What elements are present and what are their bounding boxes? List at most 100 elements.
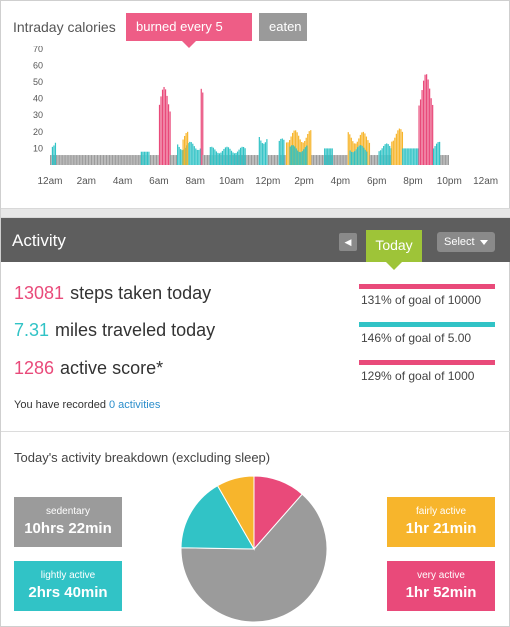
calorie-bar — [244, 148, 246, 165]
x-tick-label: 8pm — [403, 176, 422, 187]
calorie-bar — [411, 148, 413, 165]
calorie-bar — [167, 104, 170, 165]
calorie-bar — [69, 155, 71, 165]
calorie-bar — [412, 148, 414, 165]
lightly-active-label: lightly active — [40, 570, 96, 581]
calorie-bar — [260, 140, 262, 165]
calorie-bar — [281, 138, 283, 165]
calorie-bar — [152, 155, 155, 165]
calorie-bar — [409, 148, 411, 165]
calorie-bar — [443, 155, 445, 165]
calorie-bar — [308, 131, 310, 165]
fairly-active-box: fairly active 1hr 21min — [387, 497, 495, 547]
calorie-bar — [93, 155, 96, 165]
calorie-bar — [354, 151, 356, 165]
calorie-bar — [314, 155, 316, 165]
calorie-bar — [386, 143, 388, 165]
calorie-bar — [250, 155, 253, 165]
caret-down-icon — [480, 240, 488, 245]
fairly-active-value: 1hr 21min — [405, 520, 477, 537]
calorie-bar — [158, 104, 161, 165]
activity-title: Activity — [12, 231, 66, 250]
select-dropdown[interactable]: Select — [437, 232, 495, 252]
calorie-bar — [440, 155, 442, 165]
calorie-bar — [324, 148, 326, 165]
active-score-goal-text: 129% of goal of 1000 — [361, 369, 475, 383]
calorie-bar — [263, 143, 265, 165]
calorie-bar — [364, 149, 366, 165]
calorie-bar — [192, 143, 194, 165]
calorie-bar — [419, 99, 422, 165]
calorie-bar — [169, 111, 171, 165]
calorie-bar — [121, 155, 123, 165]
recorded-prefix: You have recorded — [14, 399, 109, 411]
today-tab[interactable]: Today — [366, 230, 422, 270]
eaten-calories-tab[interactable]: eaten — [259, 13, 307, 41]
calorie-bar — [397, 130, 399, 165]
calorie-bar — [355, 149, 357, 165]
calorie-bar — [105, 155, 108, 165]
x-tick-label: 8am — [185, 176, 204, 187]
calorie-bar — [131, 155, 133, 165]
calorie-bar — [180, 149, 182, 165]
previous-day-button[interactable]: ◀ — [339, 233, 357, 251]
calorie-bar — [155, 155, 158, 165]
calorie-bar — [422, 80, 425, 165]
calorie-bar — [83, 155, 85, 165]
select-label: Select — [444, 236, 475, 248]
recorded-activities-note: You have recorded 0 activities — [14, 399, 160, 411]
calorie-bar — [116, 155, 118, 165]
burned-calories-tab[interactable]: burned every 5 min — [126, 13, 252, 62]
calorie-bar — [269, 155, 271, 165]
calorie-bar — [361, 145, 363, 165]
calorie-bar — [247, 155, 250, 165]
calorie-bar — [164, 89, 167, 165]
calorie-bar — [209, 147, 211, 165]
calorie-bar — [312, 155, 315, 165]
calorie-bar — [424, 74, 426, 165]
calorie-bar — [169, 155, 171, 165]
pie-slice-fairly — [216, 475, 255, 551]
calorie-bar — [110, 155, 112, 165]
calorie-bar — [182, 139, 184, 165]
calorie-bar — [435, 143, 438, 165]
calorie-bar — [406, 148, 408, 165]
calorie-bar — [307, 133, 309, 165]
calorie-bar — [60, 155, 62, 165]
calorie-bar — [373, 155, 376, 165]
calorie-bar — [408, 148, 410, 165]
miles-label: miles traveled today — [55, 320, 216, 340]
calorie-bar — [236, 151, 239, 165]
calorie-bar — [66, 155, 68, 165]
activities-link[interactable]: 0 activities — [109, 399, 161, 411]
calorie-bar — [441, 155, 443, 165]
calorie-bar — [145, 151, 147, 165]
calorie-bar — [402, 148, 404, 165]
active-score-value: 1286 — [14, 358, 55, 378]
x-tick-label: 2pm — [294, 176, 313, 187]
calorie-bar — [300, 152, 302, 165]
activity-header-bar: Activity ◀ Today Select — [1, 218, 510, 270]
calorie-bar — [148, 151, 150, 165]
calorie-bar — [133, 155, 135, 165]
calorie-bar — [295, 148, 297, 165]
calorie-bar — [87, 155, 90, 165]
calorie-bar — [417, 148, 419, 165]
calorie-bar — [343, 155, 345, 165]
calorie-bar — [139, 155, 141, 165]
calorie-bar — [344, 155, 346, 165]
calorie-bar — [154, 155, 156, 165]
calorie-bar — [96, 155, 99, 165]
calorie-bar — [80, 155, 82, 165]
x-tick-label: 10am — [219, 176, 244, 187]
calorie-bar — [331, 155, 333, 165]
x-tick-label: 4pm — [331, 176, 350, 187]
calorie-bar — [220, 152, 222, 165]
calorie-bar — [295, 130, 297, 165]
calorie-bar — [200, 88, 202, 165]
calorie-bar — [292, 132, 294, 165]
calorie-bar — [381, 148, 383, 165]
calorie-bar — [223, 148, 225, 165]
calorie-bar — [101, 155, 103, 165]
